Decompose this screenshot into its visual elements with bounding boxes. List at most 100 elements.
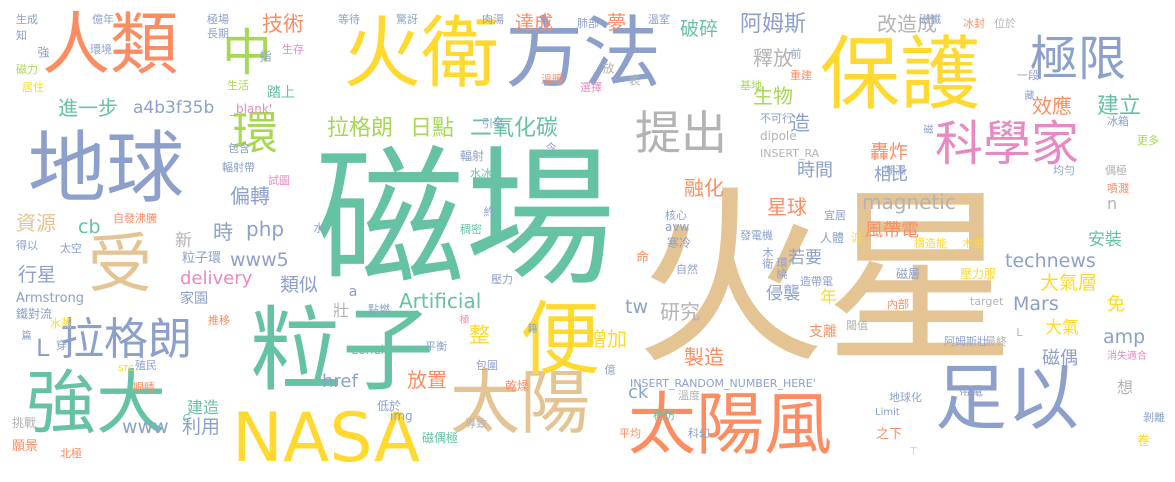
cloud-word: 極 — [457, 314, 468, 324]
cloud-word: 帶電 — [959, 384, 984, 398]
cloud-word: 溫暖 — [541, 73, 563, 86]
cloud-word: 選擇 — [580, 81, 602, 94]
cloud-word: dipole — [760, 129, 797, 143]
cloud-word: 保護 — [820, 28, 980, 121]
cloud-word: 環繞 — [775, 257, 788, 279]
cloud-word: 中 — [222, 24, 272, 82]
cloud-word: 提出 — [635, 106, 727, 160]
cloud-word: 侵襲 — [766, 284, 800, 304]
cloud-word: 增加 — [587, 327, 627, 351]
cloud-word: C — [180, 412, 193, 425]
cloud-word: 包含 — [228, 142, 250, 155]
cloud-word: 篇 — [19, 330, 30, 340]
cloud-word: 日點 — [410, 116, 455, 141]
cloud-word: 稠密 — [460, 223, 482, 236]
cloud-word: a4b3f35b — [133, 98, 215, 118]
cloud-word: 極限 — [1030, 31, 1127, 87]
cloud-word: 地球化 — [889, 391, 922, 404]
cloud-word: 億年 — [92, 13, 114, 26]
cloud-word: 卷 — [1137, 434, 1151, 449]
cloud-word: 磁力 — [16, 63, 38, 76]
cloud-word: 放置 — [407, 368, 447, 392]
cloud-word: 新 — [175, 231, 192, 251]
cloud-word: 製造 — [684, 345, 724, 369]
cloud-word: 發電機 — [740, 229, 773, 242]
cloud-word: T — [908, 446, 919, 457]
cloud-word: NASA — [232, 399, 421, 478]
cloud-word: 壓力 — [491, 273, 513, 286]
cloud-word: 水 — [312, 222, 325, 233]
cloud-word: 一段 — [1017, 69, 1039, 82]
cloud-word: 最終 — [985, 335, 1007, 348]
cloud-word: 之下 — [876, 427, 903, 442]
cloud-word: 剝離 — [1143, 411, 1165, 424]
cloud-word: Limit — [875, 407, 900, 418]
cloud-word: 壓力服 — [960, 267, 997, 281]
cloud-word: delivery — [180, 268, 253, 289]
cloud-word: 知 — [16, 29, 27, 42]
cloud-word: 億 — [603, 364, 616, 375]
cloud-word: 眼睛 — [133, 381, 155, 394]
cloud-word: 壯 — [333, 301, 350, 320]
cloud-word: 安裝 — [1088, 230, 1122, 250]
cloud-word: 導致 — [465, 417, 487, 430]
cloud-word: 水蒸 — [50, 317, 72, 330]
cloud-word: 殖民 — [135, 359, 157, 372]
cloud-word: 潮濕 — [884, 164, 906, 177]
cloud-word: 時 — [213, 220, 233, 244]
cloud-word: 破碎 — [680, 18, 719, 40]
cloud-word: 相比 — [874, 165, 908, 185]
cloud-word: Artificial — [399, 289, 482, 313]
cloud-word: 前 — [789, 48, 802, 59]
cloud-word: 科學家 — [935, 116, 1080, 172]
cloud-word: 研究 — [660, 300, 700, 324]
cloud-word: 自發沸騰 — [113, 212, 157, 225]
cloud-word: 受 — [88, 228, 152, 302]
cloud-word: technews — [1005, 250, 1096, 272]
cloud-word: 冰箱 — [1107, 115, 1129, 128]
cloud-word: 肺部 — [577, 17, 599, 30]
cloud-word: 強大 — [26, 362, 166, 444]
cloud-word: 均勻 — [1053, 164, 1075, 177]
cloud-word: 溫室 — [648, 13, 670, 26]
cloud-word: _blank' — [230, 102, 273, 116]
cloud-word: 地球 — [28, 124, 185, 214]
cloud-word: 表 — [627, 74, 641, 86]
cloud-word: 粒子 — [250, 297, 435, 404]
cloud-word: 技術 — [262, 12, 304, 36]
cloud-word: 試圖 — [268, 174, 290, 187]
cloud-word: 整 — [469, 323, 490, 347]
cloud-word: 得以 — [16, 239, 38, 252]
cloud-word: 生活 — [227, 79, 249, 92]
cloud-word: 建造 — [187, 398, 220, 417]
cloud-word: 太陽風 — [628, 386, 833, 465]
cloud-word: 時間 — [797, 160, 833, 181]
cloud-word: cb — [78, 216, 101, 238]
cloud-word: 資源 — [16, 211, 56, 235]
cloud-word: 星球 — [767, 195, 807, 219]
cloud-word: 生物 — [753, 84, 793, 108]
cloud-word: a — [345, 284, 361, 300]
cloud-word: 達成 — [515, 12, 554, 34]
cloud-word: 磁場 — [315, 133, 616, 307]
cloud-word: 約 — [482, 206, 495, 217]
cloud-word: 拉格朗 — [60, 314, 192, 365]
cloud-word: INSERT_RANDOM_NUMBER_HERE' — [630, 377, 816, 390]
cloud-word: amp — [1103, 326, 1146, 348]
cloud-word: 踏上 — [267, 85, 295, 101]
cloud-word: 穿 — [56, 339, 67, 352]
cloud-word: 挑戰 — [12, 416, 37, 430]
cloud-word: 肉湯 — [482, 13, 504, 26]
cloud-word: 大氣層 — [1040, 272, 1098, 294]
cloud-word: www5 — [230, 249, 289, 271]
cloud-word: 磁偶 — [1042, 348, 1078, 369]
cloud-word: 平衡 — [425, 340, 447, 353]
cloud-word: 水冰 — [470, 167, 492, 180]
cloud-word: 驚訝 — [396, 13, 418, 26]
cloud-word: 效應 — [1032, 94, 1072, 118]
cloud-word: tw — [625, 296, 648, 318]
cloud-word: 年 — [820, 288, 837, 308]
cloud-word: 磁層 — [896, 267, 921, 281]
cloud-word: 太空 — [60, 242, 82, 255]
cloud-word: 磁鐵 — [919, 13, 941, 26]
